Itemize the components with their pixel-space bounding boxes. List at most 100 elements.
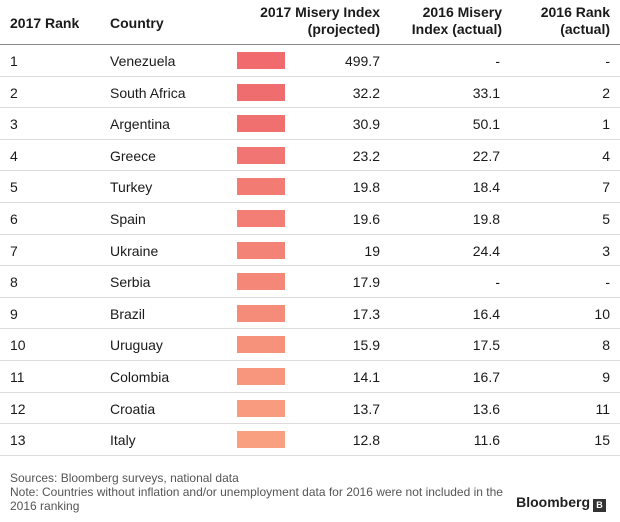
- cell-2017-misery-index: 30.9: [352, 116, 380, 133]
- cell-2016-misery-index: 16.4: [472, 305, 500, 322]
- cell-2016-rank: 3: [602, 242, 610, 259]
- cell-2017-misery-index: 17.9: [352, 274, 380, 291]
- heat-swatch: [237, 178, 285, 196]
- heat-swatch: [237, 209, 285, 227]
- header-2017-rank: 2017 Rank: [10, 15, 80, 31]
- cell-2017-misery-index: 19: [364, 242, 380, 259]
- table-row: 5 Turkey 19.8 18.4 7: [0, 171, 620, 203]
- cell-country: Argentina: [110, 116, 170, 133]
- cell-2017-misery-index: 19.8: [352, 179, 380, 196]
- cell-2017-rank: 8: [10, 274, 18, 291]
- cell-2016-rank: 4: [602, 147, 610, 164]
- table-row: 7 Ukraine 19 24.4 3: [0, 235, 620, 267]
- heat-swatch: [237, 146, 285, 164]
- cell-2016-rank: 8: [602, 337, 610, 354]
- cell-2017-misery-index: 17.3: [352, 305, 380, 322]
- cell-2016-misery-index: 33.1: [472, 84, 500, 101]
- cell-country: Uruguay: [110, 337, 163, 354]
- cell-country: Serbia: [110, 274, 151, 291]
- table-header: 2017 Rank Country 2017 Misery Index (pro…: [0, 0, 620, 45]
- cell-2017-rank: 9: [10, 305, 18, 322]
- brand-name: Bloomberg: [516, 494, 590, 510]
- heat-swatch: [237, 367, 285, 385]
- cell-2017-rank: 10: [10, 337, 26, 354]
- heat-swatch: [237, 273, 285, 291]
- cell-2016-misery-index: 13.6: [472, 400, 500, 417]
- cell-country: Venezuela: [110, 53, 176, 69]
- note-text: Note: Countries without inflation and/or…: [10, 485, 503, 513]
- cell-2016-misery-index: 18.4: [472, 179, 500, 196]
- cell-2016-misery-index: 11.6: [473, 432, 500, 449]
- table-row: 11 Colombia 14.1 16.7 9: [0, 361, 620, 393]
- cell-2017-misery-index: 23.2: [352, 147, 380, 164]
- bloomberg-logo-icon: B: [593, 499, 606, 512]
- header-country: Country: [110, 15, 164, 31]
- cell-2016-misery-index: -: [495, 274, 500, 291]
- cell-2017-rank: 1: [10, 53, 18, 69]
- header-2016-misery-line1: 2016 Misery: [422, 4, 502, 20]
- cell-country: Brazil: [110, 305, 146, 322]
- cell-country: South Africa: [110, 84, 186, 101]
- cell-2016-misery-index: -: [495, 53, 500, 69]
- header-2016-misery-index: 2016 Misery Index (actual): [382, 4, 502, 38]
- table-row: 1 Venezuela 499.7 - -: [0, 45, 620, 77]
- cell-2017-rank: 2: [10, 84, 18, 101]
- cell-2016-rank: 9: [602, 368, 610, 385]
- header-2017-misery-line1: 2017 Misery Index: [260, 4, 380, 20]
- cell-2016-misery-index: 50.1: [472, 116, 500, 133]
- cell-2017-misery-index: 13.7: [352, 400, 380, 417]
- cell-2017-rank: 4: [10, 147, 18, 164]
- cell-country: Turkey: [110, 179, 153, 196]
- table-row: 3 Argentina 30.9 50.1 1: [0, 108, 620, 140]
- sources-text: Sources: Bloomberg surveys, national dat…: [10, 471, 239, 485]
- table-row: 4 Greece 23.2 22.7 4: [0, 140, 620, 172]
- cell-2016-misery-index: 16.7: [472, 368, 500, 385]
- cell-country: Croatia: [110, 400, 156, 417]
- table-row: 2 South Africa 32.2 33.1 2: [0, 77, 620, 109]
- cell-2017-rank: 5: [10, 179, 18, 196]
- heat-swatch: [237, 83, 285, 101]
- cell-2017-misery-index: 32.2: [352, 84, 380, 101]
- heat-swatch: [237, 399, 285, 417]
- table-row: 6 Spain 19.6 19.8 5: [0, 203, 620, 235]
- cell-2016-misery-index: 22.7: [472, 147, 500, 164]
- cell-2017-rank: 11: [10, 368, 25, 385]
- header-2016-rank: 2016 Rank (actual): [510, 4, 610, 38]
- heat-swatch: [237, 336, 285, 354]
- cell-country: Ukraine: [110, 242, 159, 259]
- cell-country: Colombia: [110, 368, 170, 385]
- table-row: 8 Serbia 17.9 - -: [0, 266, 620, 298]
- heat-swatch: [237, 431, 285, 449]
- cell-2017-rank: 12: [10, 400, 26, 417]
- heat-swatch: [237, 241, 285, 259]
- brand-logo: Bloomberg B: [516, 494, 606, 512]
- header-2016-rank-line2: (actual): [560, 21, 610, 37]
- cell-2016-rank: 15: [594, 432, 610, 449]
- cell-country: Spain: [110, 210, 146, 227]
- cell-2017-rank: 6: [10, 210, 18, 227]
- cell-2017-misery-index: 499.7: [344, 53, 380, 69]
- cell-2017-misery-index: 14.1: [352, 368, 380, 385]
- cell-country: Italy: [110, 432, 136, 449]
- cell-country: Greece: [110, 147, 156, 164]
- cell-2016-rank: 1: [602, 116, 610, 133]
- cell-2016-rank: 11: [595, 400, 610, 417]
- header-2017-misery-line2: (projected): [307, 21, 380, 37]
- heat-swatch: [237, 304, 285, 322]
- table-row: 9 Brazil 17.3 16.4 10: [0, 298, 620, 330]
- heat-swatch: [237, 115, 285, 133]
- heat-swatch: [237, 52, 285, 69]
- header-2016-misery-line2: Index (actual): [411, 21, 502, 37]
- cell-2017-misery-index: 15.9: [352, 337, 380, 354]
- cell-2017-misery-index: 12.8: [352, 432, 380, 449]
- cell-2016-misery-index: 19.8: [472, 210, 500, 227]
- cell-2017-rank: 7: [10, 242, 18, 259]
- cell-2016-rank: 5: [602, 210, 610, 227]
- cell-2016-rank: -: [605, 53, 610, 69]
- table-row: 13 Italy 12.8 11.6 15: [0, 424, 620, 456]
- cell-2016-rank: 2: [602, 84, 610, 101]
- cell-2017-rank: 3: [10, 116, 18, 133]
- header-2017-misery-index: 2017 Misery Index (projected): [220, 4, 380, 38]
- cell-2016-misery-index: 17.5: [472, 337, 500, 354]
- table-row: 12 Croatia 13.7 13.6 11: [0, 393, 620, 425]
